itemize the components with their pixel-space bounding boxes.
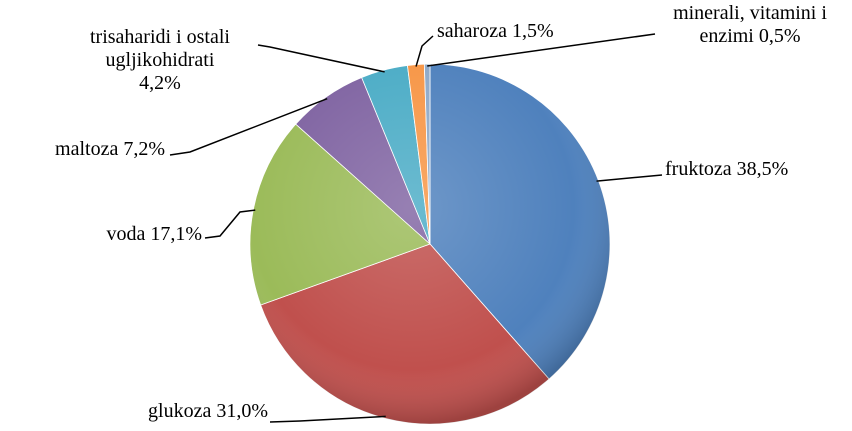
category-name: saharoza <box>437 20 507 42</box>
data-label: minerali, vitamini i enzimi 0,5% <box>650 2 850 48</box>
leader-line <box>415 35 434 67</box>
value-label: 17,1% <box>150 223 202 245</box>
data-label: voda 17,1% <box>106 223 202 246</box>
value-label: 4,2% <box>139 72 181 94</box>
category-name: trisaharidi i ostali ugljikohidrati <box>90 26 230 71</box>
data-label: maltoza 7,2% <box>55 138 165 161</box>
value-label: 1,5% <box>511 20 554 42</box>
value-label: 0,5% <box>758 25 801 47</box>
value-label: 31,0% <box>216 400 268 422</box>
leader-line <box>257 44 385 73</box>
data-label: trisaharidi i ostali ugljikohidrati 4,2% <box>40 26 280 95</box>
category-name: minerali, vitamini i enzimi <box>673 2 827 47</box>
data-label: glukoza 31,0% <box>148 400 268 423</box>
value-label: 38,5% <box>736 158 789 180</box>
data-label: fruktoza 38,5% <box>665 158 788 181</box>
category-name: glukoza <box>148 400 212 422</box>
value-label: 7,2% <box>123 138 165 160</box>
category-name: fruktoza <box>665 158 732 180</box>
leader-line <box>269 415 386 423</box>
leader-line <box>427 33 656 67</box>
category-name: voda <box>106 223 146 245</box>
leader-line <box>204 209 256 239</box>
category-name: maltoza <box>55 138 119 160</box>
data-label: saharoza 1,5% <box>437 20 554 43</box>
leader-line <box>596 174 663 182</box>
